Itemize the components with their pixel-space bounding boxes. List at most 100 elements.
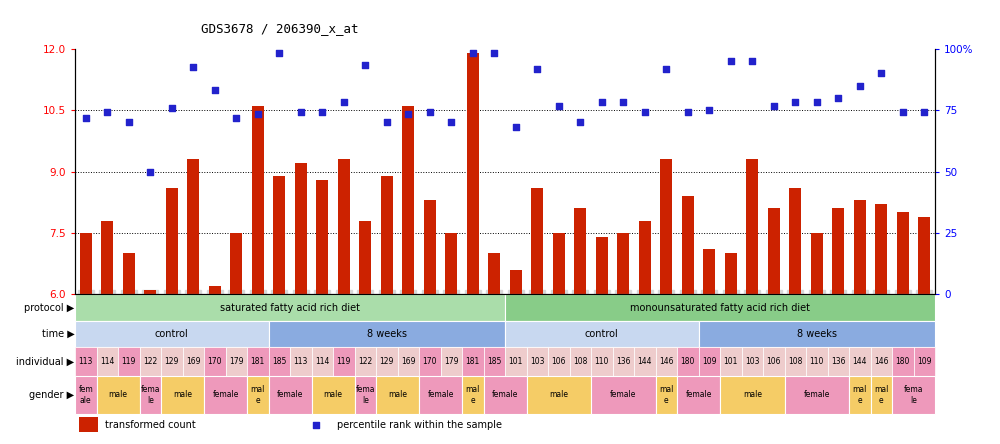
Text: male: male xyxy=(324,390,342,399)
Text: 136: 136 xyxy=(831,357,846,366)
Bar xyxy=(870,348,892,376)
Point xyxy=(873,70,889,77)
Bar xyxy=(505,294,935,321)
Text: 129: 129 xyxy=(165,357,179,366)
Bar xyxy=(892,376,935,414)
Bar xyxy=(591,348,612,376)
Bar xyxy=(316,180,328,294)
Text: 144: 144 xyxy=(638,357,652,366)
Text: 170: 170 xyxy=(422,357,437,366)
Point xyxy=(99,109,115,116)
Bar xyxy=(381,176,393,294)
Text: 103: 103 xyxy=(530,357,544,366)
Bar xyxy=(268,321,505,348)
Text: individual ▶: individual ▶ xyxy=(16,357,75,366)
Text: transformed count: transformed count xyxy=(105,420,196,430)
Text: mal
e: mal e xyxy=(853,385,867,404)
Bar xyxy=(720,376,784,414)
Bar xyxy=(617,233,629,294)
Bar xyxy=(875,204,887,294)
Bar xyxy=(768,208,780,294)
Text: fem
ale: fem ale xyxy=(78,385,93,404)
Text: female: female xyxy=(610,390,636,399)
Bar xyxy=(612,348,634,376)
Bar xyxy=(854,200,866,294)
Bar xyxy=(295,163,307,294)
Bar xyxy=(914,348,935,376)
Point xyxy=(207,86,223,93)
Bar xyxy=(230,233,242,294)
Bar xyxy=(79,417,98,432)
Bar xyxy=(187,159,199,294)
Bar xyxy=(531,188,543,294)
Bar xyxy=(226,348,247,376)
Text: time ▶: time ▶ xyxy=(42,329,75,339)
Bar xyxy=(312,376,354,414)
Bar xyxy=(553,233,565,294)
Bar xyxy=(505,348,526,376)
Text: 179: 179 xyxy=(229,357,244,366)
Text: 181: 181 xyxy=(466,357,480,366)
Bar xyxy=(574,208,586,294)
Text: 122: 122 xyxy=(143,357,157,366)
Bar xyxy=(763,348,784,376)
Point xyxy=(895,109,911,116)
Point xyxy=(551,103,567,110)
Bar xyxy=(140,348,161,376)
Bar xyxy=(118,348,140,376)
Point xyxy=(142,168,158,175)
Bar xyxy=(333,348,354,376)
Bar xyxy=(677,348,698,376)
Bar xyxy=(484,348,505,376)
Bar xyxy=(312,348,333,376)
Point xyxy=(766,103,782,110)
Bar xyxy=(462,348,484,376)
Bar xyxy=(209,286,221,294)
Bar xyxy=(467,53,479,294)
Point xyxy=(164,105,180,112)
Bar xyxy=(596,237,608,294)
Text: male: male xyxy=(743,390,762,399)
Point xyxy=(916,109,932,116)
Bar xyxy=(96,376,140,414)
Bar xyxy=(677,376,720,414)
Point xyxy=(250,111,266,118)
Point xyxy=(529,66,545,73)
Text: female: female xyxy=(685,390,712,399)
Text: percentile rank within the sample: percentile rank within the sample xyxy=(337,420,502,430)
Bar xyxy=(505,321,698,348)
Bar xyxy=(746,159,758,294)
Text: 185: 185 xyxy=(487,357,501,366)
Text: 170: 170 xyxy=(208,357,222,366)
Text: male: male xyxy=(108,390,128,399)
Bar xyxy=(660,159,672,294)
Point xyxy=(228,115,244,122)
Bar xyxy=(376,376,419,414)
Bar xyxy=(462,376,484,414)
Bar xyxy=(440,348,462,376)
Bar xyxy=(161,348,182,376)
Bar xyxy=(634,348,656,376)
Text: 114: 114 xyxy=(100,357,114,366)
Text: 101: 101 xyxy=(724,357,738,366)
Text: 136: 136 xyxy=(616,357,631,366)
Text: gender ▶: gender ▶ xyxy=(29,390,75,400)
Point xyxy=(422,109,438,116)
Text: male: male xyxy=(173,390,192,399)
Text: saturated fatty acid rich diet: saturated fatty acid rich diet xyxy=(220,302,360,313)
Text: control: control xyxy=(585,329,619,339)
Bar xyxy=(892,348,914,376)
Text: monounsaturated fatty acid rich diet: monounsaturated fatty acid rich diet xyxy=(630,302,810,313)
Bar xyxy=(161,376,204,414)
Text: 119: 119 xyxy=(337,357,351,366)
Point xyxy=(121,119,137,126)
Point xyxy=(443,119,459,126)
Text: 110: 110 xyxy=(595,357,609,366)
Bar xyxy=(402,106,414,294)
Text: 119: 119 xyxy=(122,357,136,366)
Bar xyxy=(252,106,264,294)
Text: 169: 169 xyxy=(401,357,416,366)
Bar xyxy=(897,212,909,294)
Text: female: female xyxy=(427,390,454,399)
Text: 144: 144 xyxy=(852,357,867,366)
